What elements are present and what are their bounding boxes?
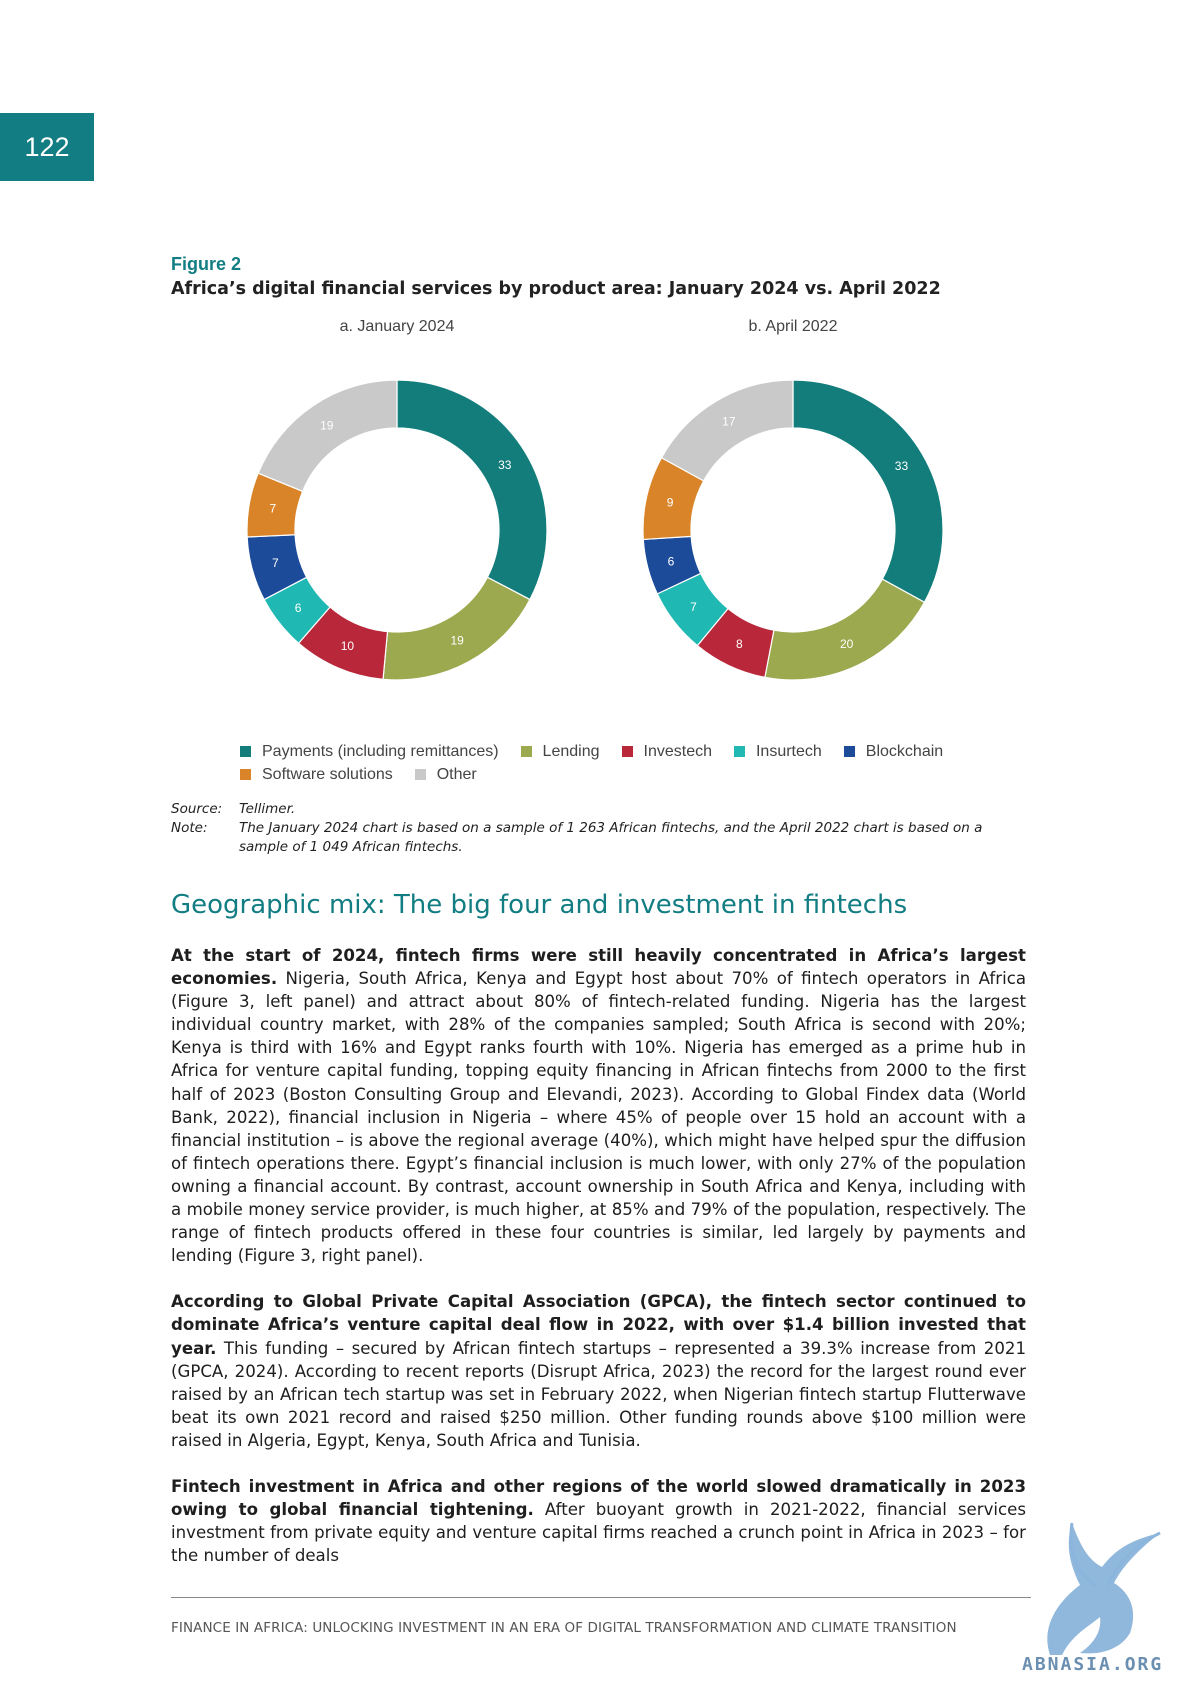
griffin-logo-icon [1047,1522,1161,1655]
legend-label: Payments (including remittances) [262,742,499,760]
legend-item: Other [414,765,477,784]
legend-item: Insurtech [733,742,822,761]
paragraph-lead: At the start of 2024, fintech firms were… [171,946,1026,989]
legend-swatch [520,746,532,757]
legend-item: Software solutions [240,766,393,784]
legend-label: Investech [643,742,712,760]
slice-value-label: 17 [722,415,736,429]
slice-value-label: 9 [667,496,674,510]
donut-chart-jan-2024: 33 19 10 6 7 7 19 [246,379,548,681]
slice-value-label: 19 [320,418,334,432]
paragraph-body: Nigeria, South Africa, Kenya and Egypt h… [171,969,1026,1266]
page-number: 122 [0,113,94,181]
source-text: Tellimer. [239,801,296,817]
legend-item: Lending [520,742,600,761]
donut-chart-apr-2022: 33 20 8 7 6 9 17 [642,379,944,681]
legend-row: Payments (including remittances) Lending I… [240,740,943,763]
slice-value-label: 7 [272,556,279,570]
slice-value-label: 33 [498,458,512,472]
legend-label: Other [436,765,477,783]
figure-label: Figure 2 [171,254,242,274]
paragraph-lead: Fintech investment in Africa and other r… [171,1476,1026,1520]
note-text: The January 2024 chart is based on a sam… [239,820,983,855]
donut-slice [764,578,926,681]
section-heading: Geographic mix: The big four and investm… [171,890,908,920]
slice-value-label: 20 [840,637,854,651]
figure-title: Africa’s digital financial services by p… [171,279,941,299]
donut-slice [396,379,548,601]
chart-legend: Payments (including remittances) Lending I… [240,740,943,786]
legend-row: Software solutions Other [240,763,920,786]
donut-slice [660,379,794,482]
panel-title-jan-2024: a. January 2024 [339,318,455,335]
running-footer: FINANCE IN AFRICA: UNLOCKING INVESTMENT … [171,1620,957,1636]
legend-swatch [843,746,855,757]
slice-value-label: 7 [690,600,697,614]
donut-slice [792,379,944,604]
donut-slice [257,379,398,493]
legend-label: Software solutions [262,765,393,783]
source-label: Source: [171,801,223,817]
slice-value-label: 33 [895,459,909,473]
legend-swatch [240,746,251,757]
paragraph-lead: According to Global Private Capital Asso… [171,1292,1026,1358]
panel-title-apr-2022: b. April 2022 [748,318,838,335]
paragraph-body: After buoyant growth in 2021-2022, finan… [171,1500,1027,1566]
note-label: Note: [171,820,208,836]
legend-swatch [240,769,251,780]
legend-label: Lending [542,742,600,760]
legend-label: Insurtech [755,742,822,760]
slice-value-label: 7 [269,502,276,516]
legend-swatch [733,746,745,757]
legend-label: Blockchain [865,742,944,760]
paragraph: At the start of 2024, fintech firms were… [171,944,1026,1267]
legend-swatch [414,769,426,780]
donut-slice [382,576,531,681]
slice-value-label: 6 [295,601,302,615]
footer-rule [171,1597,1031,1598]
slice-value-label: 6 [668,554,675,568]
legend-item: Investech [621,742,712,761]
body-text: At the start of 2024, fintech firms were… [171,944,1026,1590]
slice-value-label: 8 [736,637,743,651]
paragraph: According to Global Private Capital Asso… [171,1290,1026,1452]
legend-item: Blockchain [843,742,944,761]
figure-source-note: Source: Tellimer. Note: The January 2024… [171,800,1031,857]
legend-item: Payments (including remittances) [240,743,499,761]
slice-value-label: 19 [450,634,464,648]
paragraph: Fintech investment in Africa and other r… [171,1475,1026,1567]
slice-value-label: 10 [341,639,355,653]
watermark-text: ABNASIA.ORG [1022,1654,1164,1675]
legend-swatch [621,746,633,757]
paragraph-body: This funding – secured by African fintec… [171,1338,1026,1450]
